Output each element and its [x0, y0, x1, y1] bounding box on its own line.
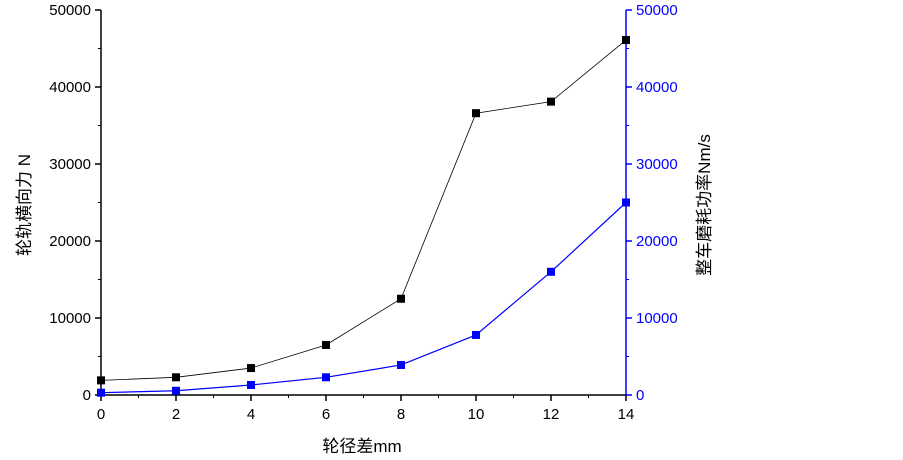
- right-y-tick-label: 20000: [636, 233, 678, 250]
- left-y-tick-label: 40000: [49, 79, 91, 96]
- series-2-point: [172, 386, 180, 395]
- left-y-tick-label: 30000: [49, 156, 91, 173]
- x-tick-label: 6: [322, 406, 330, 423]
- series-1-point: [97, 376, 105, 385]
- x-tick-label: 0: [97, 406, 105, 423]
- x-ticks: 0 2 4 6 8 10 12 14: [97, 395, 635, 423]
- right-y-tick-label: 50000: [636, 2, 678, 19]
- left-y-tick-label: 50000: [49, 2, 91, 19]
- series-1-point: [322, 340, 330, 349]
- series-1-line: [100, 39, 627, 381]
- series-2-point: [472, 330, 480, 339]
- series-2-point: [622, 198, 630, 207]
- x-tick-label: 8: [397, 406, 405, 423]
- series-2-point: [97, 388, 105, 397]
- right-y-tick-label: 0: [636, 387, 644, 404]
- series-2-line: [100, 202, 627, 394]
- x-tick-label: 4: [247, 406, 255, 423]
- left-y-tick-label: 10000: [49, 310, 91, 327]
- x-axis-title: 轮径差mm: [322, 437, 401, 456]
- series-1-point: [472, 109, 480, 118]
- x-tick-label: 14: [618, 406, 635, 423]
- series-1-point: [172, 373, 180, 382]
- right-y-tick-label: 10000: [636, 310, 678, 327]
- left-y-ticks: 0 10000 20000 30000 40000 50000: [49, 2, 101, 404]
- x-tick-label: 10: [468, 406, 485, 423]
- left-y-axis-title: 轮轨横向力 N: [15, 154, 34, 256]
- series-2-point: [547, 267, 555, 276]
- left-y-tick-label: 0: [83, 387, 91, 404]
- series-2-point: [247, 380, 255, 389]
- series-1-point: [247, 364, 255, 373]
- series-2-point: [397, 360, 405, 369]
- series-layer: [97, 36, 630, 397]
- x-tick-label: 12: [543, 406, 560, 423]
- series-1-point: [622, 36, 630, 45]
- right-y-axis-title: 整车磨耗功率Nm/s: [695, 134, 714, 276]
- x-tick-label: 2: [172, 406, 180, 423]
- left-y-tick-label: 20000: [49, 233, 91, 250]
- series-1-point: [547, 97, 555, 106]
- right-y-tick-label: 40000: [636, 79, 678, 96]
- series-1-point: [397, 294, 405, 303]
- right-y-tick-label: 30000: [636, 156, 678, 173]
- series-2-point: [322, 373, 330, 382]
- right-y-ticks: 0 10000 20000 30000 40000 50000: [626, 2, 678, 404]
